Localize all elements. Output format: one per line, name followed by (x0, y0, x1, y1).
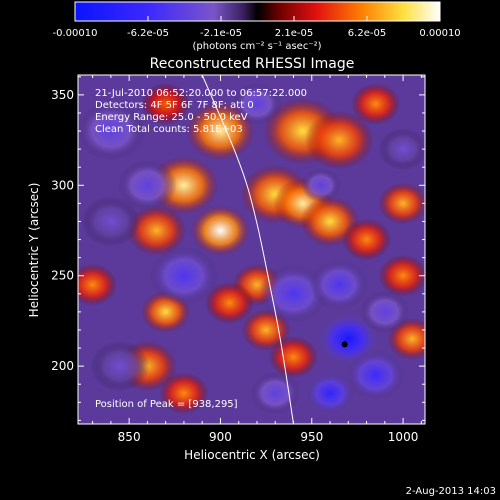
x-tick-label: 850 (118, 430, 141, 444)
y-tick-label: 350 (51, 88, 74, 102)
solar-limb-curve (201, 75, 294, 424)
info-line: Detectors: 4F 5F 6F 7F 8F; att 0 (95, 100, 254, 111)
intensity-blob (117, 160, 177, 211)
chart-title: Reconstructed RHESSI Image (150, 56, 355, 72)
intensity-blob (305, 372, 355, 415)
info-text-block: 21-Jul-2010 06:52:20.000 to 06:57:22.000… (95, 88, 307, 135)
info-line: Clean Total counts: 5.81E+03 (95, 124, 243, 135)
x-tick-label: 950 (300, 430, 323, 444)
plot-area: 850 900 950 1000 200 250 300 350 21-Jul-2010 06… (51, 74, 426, 444)
y-tick-label: 300 (51, 178, 74, 192)
y-tick-label: 250 (51, 269, 74, 283)
intensity-blob (126, 205, 187, 256)
intensity-blob (378, 182, 425, 225)
colorbar-tick-label: -0.00010 (53, 28, 98, 39)
intensity-blob (159, 372, 209, 415)
intensity-blob (341, 218, 392, 261)
intensity-blob (318, 313, 378, 365)
x-tick-label: 900 (209, 430, 232, 444)
intensity-blob (204, 281, 255, 324)
intensity-blob (378, 254, 425, 297)
intensity-blob (309, 259, 369, 310)
colorbar-ticks: -0.00010 -6.2e-05 -2.1e-05 2.1e-05 6.2e-05 0.… (53, 16, 461, 39)
info-line: 21-Jul-2010 06:52:20.000 to 06:57:22.000 (95, 88, 307, 99)
y-axis-label: Heliocentric Y (arcsec) (27, 183, 41, 318)
y-tick-label: 200 (51, 359, 74, 373)
colorbar-tick-label: -6.2e-05 (127, 28, 169, 39)
peak-position-label: Position of Peak = [938,295] (95, 399, 238, 410)
colorbar-tick-label: 6.2e-05 (348, 28, 386, 39)
intensity-blob (351, 82, 401, 125)
intensity-blob (141, 82, 191, 125)
x-axis-label: Heliocentric X (arcsec) (184, 448, 320, 462)
date-stamp: 2-Aug-2013 14:03 (406, 486, 496, 497)
intensity-blob (90, 340, 150, 392)
intensity-blob (346, 349, 406, 401)
intensity-blob (268, 336, 319, 379)
intensity-blob (304, 110, 374, 170)
intensity-blob (232, 82, 282, 125)
x-tick-label: 1000 (388, 430, 419, 444)
colorbar-units-label: (photons cm⁻² s⁻¹ asec⁻²) (192, 41, 321, 52)
colorbar-tick-label: 2.1e-05 (275, 28, 313, 39)
intensity-blob (78, 263, 118, 306)
intensity-blob (149, 246, 219, 306)
colorbar: -0.00010 -6.2e-05 -2.1e-05 2.1e-05 6.2e-05 0.… (53, 1, 461, 52)
intensity-blob (78, 101, 146, 161)
intensity-blob (301, 168, 341, 203)
info-line: Energy Range: 25.0 - 50.0 keV (95, 112, 248, 123)
peak-marker (341, 341, 348, 348)
colorbar-tick-label: 0.00010 (419, 28, 460, 39)
intensity-map (78, 82, 425, 415)
axis-ticks: 850 900 950 1000 200 250 300 350 (51, 75, 425, 444)
colorbar-tick-label: -2.1e-05 (200, 28, 242, 39)
plot-frame (77, 74, 426, 425)
intensity-blob (190, 205, 251, 256)
intensity-blob (360, 290, 410, 333)
intensity-blob (378, 128, 425, 171)
intensity-blob (81, 196, 141, 247)
intensity-blob (250, 372, 300, 415)
colorbar-gradient (74, 1, 441, 22)
